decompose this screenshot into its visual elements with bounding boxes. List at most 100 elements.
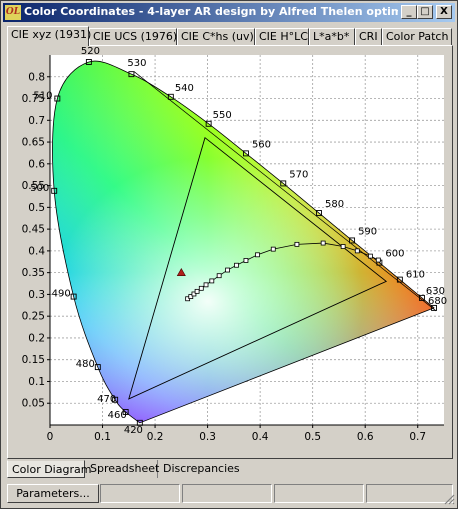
wavelength-label: 470 [97,394,116,405]
wavelength-label: 610 [406,270,425,281]
parameters-button[interactable]: Parameters... [7,484,99,503]
curve-point [209,278,215,284]
curve-point [320,240,326,246]
curve-point [188,294,194,299]
x-tick-label: 0.4 [252,431,269,443]
tab-spreadsheet[interactable]: Spreadsheet [86,460,159,478]
resize-grip-icon[interactable] [443,493,455,505]
locus-marker [242,150,249,157]
curve-point [375,257,381,263]
y-tick-label: 0.4 [28,245,45,257]
wavelength-label: 420 [124,425,143,436]
y-tick-label: 0.2 [28,332,45,344]
x-tick-label: 0.3 [199,431,216,443]
y-tick-label: 0.05 [22,398,45,410]
wavelength-label: 540 [175,83,194,94]
white-point-marker [176,268,186,276]
locus-marker [70,293,77,300]
curve-point [225,267,230,273]
wavelength-label: 580 [325,199,344,210]
wavelength-label: 590 [358,226,377,237]
chromaticity-diagram[interactable]: 420 460 470 480 490 500 510 520 530 540 550 560 570 5… [8,47,452,457]
locus-marker [94,364,101,371]
curve-point [354,248,360,254]
y-tick-label: 0.3 [28,289,45,301]
locus-marker [349,237,356,244]
reflectance-curve [176,240,381,302]
locus-marker [122,408,129,415]
x-tick-label: 0 [47,431,54,443]
x-tick-label: 0.6 [357,431,374,443]
wavelength-label: 560 [252,139,271,150]
y-tick-label: 0.65 [22,137,45,149]
close-button[interactable]: X [436,5,452,19]
status-pane-3 [274,484,364,503]
curve-point [270,246,276,252]
wavelength-label: 500 [30,183,49,194]
wavelength-label: 630 [426,286,445,297]
maximize-button[interactable]: □ [417,5,433,19]
y-tick-label: 0.15 [22,354,45,366]
tab-lab[interactable]: L*a*b* [309,28,355,45]
y-tick-label: 0.45 [22,224,45,236]
locus-marker [205,120,212,127]
tab-cie-xyz[interactable]: CIE xyz (1931) [7,26,91,46]
x-tick-label: 0.2 [147,431,164,443]
status-pane-1 [100,484,180,503]
tab-cie-ucs[interactable]: CIE UCS (1976) [89,28,177,45]
y-tick-label: 0.7 [28,115,45,127]
diagram-type-tabs: CIE xyz (1931) CIE UCS (1976) CIE C*hs (… [7,26,455,46]
locus-marker [316,210,322,216]
y-tick-label: 0.6 [28,158,45,170]
curve-point [194,288,200,294]
locus-marker [128,71,135,78]
status-pane-2 [182,484,272,503]
status-bar: Parameters... [5,483,455,505]
tangent-line [133,71,437,312]
wavelength-label: 600 [385,249,404,260]
minimize-button[interactable]: _ [401,5,417,19]
spectral-locus-outline [52,60,435,424]
locus-marker [54,95,61,102]
x-tick-label: 0.7 [409,431,426,443]
y-tick-label: 0.1 [28,376,45,388]
wavelength-label: 460 [108,410,127,421]
locus-marker [280,180,287,187]
x-tick-label: 0.1 [94,431,111,443]
tab-color-diagram[interactable]: Color Diagram [7,460,91,478]
window-title: Color Coordinates - 4-layer AR design by… [24,5,398,18]
wavelength-label: 520 [81,47,100,57]
wavelength-label: 550 [213,110,232,121]
y-tick-label: 0.8 [28,71,45,83]
wavelength-label: 490 [52,289,71,300]
locus-markers: 420 460 470 480 490 500 510 520 530 540 550 560 570 5… [30,47,447,436]
locus-marker [51,187,58,194]
y-tick-label: 0.55 [22,180,45,192]
tab-cie-hlc[interactable]: CIE H°LC [255,28,309,45]
tab-color-patch[interactable]: Color Patch [382,28,452,45]
y-tick-label: 0.5 [28,202,45,214]
y-tick-label: 0.75 [22,93,45,105]
curve-point [198,285,204,291]
curve-point [340,244,346,249]
y-tick-label: 0.35 [22,267,45,279]
wavelength-label: 480 [76,359,95,370]
locus-marker [85,59,92,65]
title-bar[interactable]: OL Color Coordinates - 4-layer AR design… [3,3,455,22]
tab-cie-chs[interactable]: CIE C*hs (uv) [177,28,255,45]
tab-cri[interactable]: CRI [355,28,382,45]
curve-point [234,262,239,268]
locus-marker [112,396,119,403]
x-tick-label: 0.5 [304,431,321,443]
locus-marker [431,304,437,311]
curve-point [243,258,249,263]
tab-discrepancies[interactable]: Discrepancies [163,462,240,475]
axes: 0.050.10.150.20.250.30.350.40.450.50.550… [22,55,444,443]
curve-point [203,282,209,288]
curve-point [216,273,222,279]
status-pane-4 [366,484,453,503]
app-logo-icon[interactable]: OL [5,5,21,20]
curve-point [294,241,300,247]
y-tick-label: 0.25 [22,311,45,323]
